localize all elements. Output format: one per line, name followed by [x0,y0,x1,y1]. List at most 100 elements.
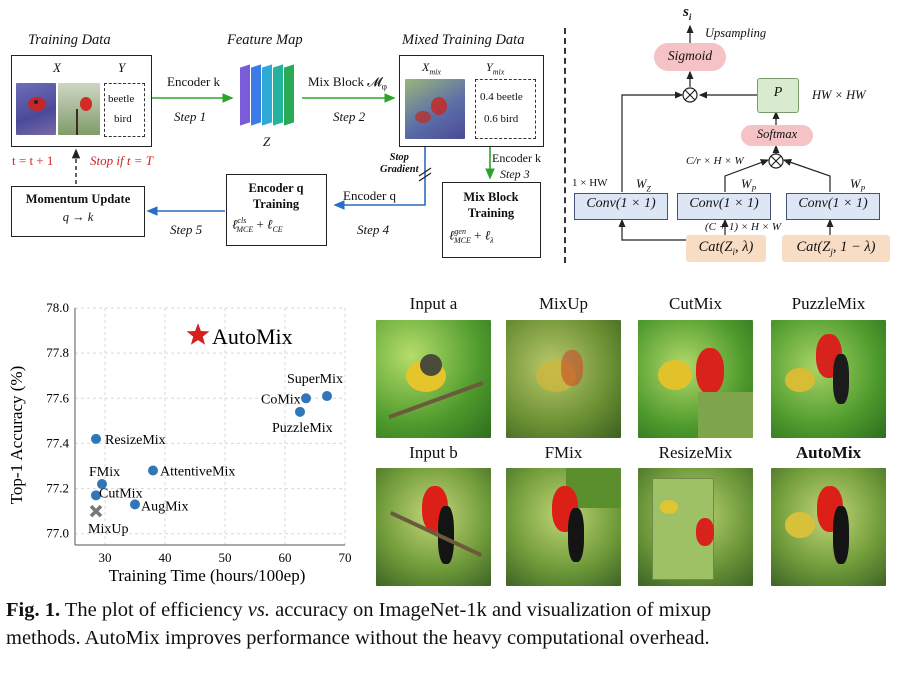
z-label: Z [263,134,271,149]
point-cutmix [91,490,101,501]
x-tick-label: 70 [339,550,352,565]
beetle-thumbnail [16,83,56,135]
p-label: P [773,85,783,100]
gallery-label-input-b: Input b [409,443,458,462]
momentum-update-formula: q → k [62,210,94,224]
encoder-q-loss: ℓclsMCE + ℓCE [232,216,283,234]
pipeline-arrows [71,93,495,216]
conv-wp-right-label: Conv(1 × 1) [798,196,868,211]
mix-block-training-title: Mix Block Training [463,190,519,220]
step1-label: Step 1 [174,109,207,124]
softmax-label: Softmax [756,127,798,141]
mix-block-training-box [442,182,541,258]
cat-j-node [782,235,890,262]
y-tick-label: 77.6 [46,390,69,405]
mixed-data-title: Mixed Training Data [402,32,525,48]
figure-caption-line1: Fig. 1. The plot of efficiency vs. accur… [6,599,712,621]
gallery-label-automix: AutoMix [795,443,862,462]
image-automix [771,468,886,586]
image-input-b [376,468,491,586]
mixed-thumbnail [405,79,465,139]
y-tick-label: 77.8 [46,345,69,360]
feature-map-title: Feature Map [227,32,303,48]
wz-label: WZ [636,177,651,194]
s-i-label: si [683,4,692,22]
point-label-puzzlemix: PuzzleMix [272,421,333,436]
conv-wp-left [677,193,771,220]
gallery-label-fmix: FMix [544,443,583,462]
point-label-resizemix: ResizeMix [105,433,166,448]
mixblock-arrows [618,24,834,241]
step2-label: Step 2 [333,109,366,124]
mixed-x-label: Xmix [422,60,441,77]
point-label-attentivemix: AttentiveMix [160,465,235,480]
gallery-label-puzzlemix: PuzzleMix [791,294,866,313]
point-automix [186,323,210,345]
point-label-comix: CoMix [261,392,301,407]
image-fmix [506,468,621,586]
stop-if-label: Stop if t = T [90,153,153,168]
upsampling-label: Upsampling [705,26,767,40]
point-resizemix [91,433,101,444]
cat-i-label: Cat(Zi, λ) [698,239,754,257]
sigmoid-label: Sigmoid [667,48,713,63]
mixed-label-box [475,79,536,139]
y-tick-label: 77.2 [46,481,69,496]
x-tick-label: 50 [219,550,232,565]
label-beetle-mix: 0.4 beetle [480,91,523,103]
bird-thumbnail [58,83,100,135]
chart-ylabel: Top-1 Accuracy (%) [7,366,26,505]
step3-label: Step 3 [500,167,530,181]
encoder-q-training-title: Encoder q Training [248,181,304,211]
cat-j-label: Cat(Zj, 1 − λ) [796,239,876,257]
dim-c-label: C/r × H × W [686,155,744,167]
wp-label-left: WP [741,177,757,194]
softmax-node [741,125,813,146]
mixed-y-label: Ymix [486,60,505,77]
gallery-label-input-a: Input a [409,294,458,313]
conv-wp-right [786,193,880,220]
conv-wz-label: Conv(1 × 1) [586,196,656,211]
training-y-label: Y [118,60,126,75]
mix-block-loss: ℓgenMCE + ℓλ [449,227,494,245]
point-fmix [97,479,107,490]
point-augmix [130,499,140,510]
gallery-label-mixup: MixUp [538,294,589,313]
point-puzzlemix [295,406,305,417]
point-label-augmix: AugMix [141,499,188,514]
t-update-label: t = t + 1 [12,153,54,168]
point-label-automix: AutoMix [212,324,293,349]
chart-axes: 30 40 50 60 70 77.0 77.2 77.4 77.6 77.8 78.0 [46,300,351,565]
conv-wp-left-label: Conv(1 × 1) [689,196,759,211]
y-tick-label: 77.4 [46,435,69,450]
y-tick-label: 77.0 [46,526,69,541]
image-mixup [506,320,621,438]
cat-i-node [686,235,766,262]
encoder-q-label: Encoder q [343,188,397,203]
y-tick-label: 78.0 [46,300,69,315]
training-x-label: X [53,60,61,75]
image-resizemix [638,468,753,586]
sigmoid-node [654,43,726,71]
figure-caption-line2: methods. AutoMix improves performance wi… [6,627,710,649]
chart-grid [75,307,346,545]
training-label-box [104,83,145,137]
encoder-k-label: Encoder k [167,74,221,89]
training-data-title: Training Data [28,32,111,48]
momentum-update-box [11,186,145,237]
section-divider [564,28,566,263]
image-puzzlemix [771,320,886,438]
dim-c1-label: (C + 1) × H × W [705,221,782,233]
encoder-q-training-box [226,174,327,246]
wp-label-right: WP [850,177,866,194]
chart-points: AutoMix SuperMix CoMix PuzzleMix ResizeMix At… [88,323,343,537]
label-bird-mix: 0.6 bird [484,113,519,125]
plot-area [75,308,345,545]
mix-block-label: Mix Block 𝓜φ [308,74,387,92]
efficiency-accuracy-chart: 30 40 50 60 70 77.0 77.2 77.4 77.6 77.8 78.0 AutoM… [7,300,352,585]
hwxhw-label: HW × HW [812,88,866,102]
figure-number: Fig. 1. [6,599,61,621]
point-label-cutmix: CutMix [99,486,143,501]
image-cutmix [638,320,753,438]
point-label-fmix: FMix [89,465,120,480]
